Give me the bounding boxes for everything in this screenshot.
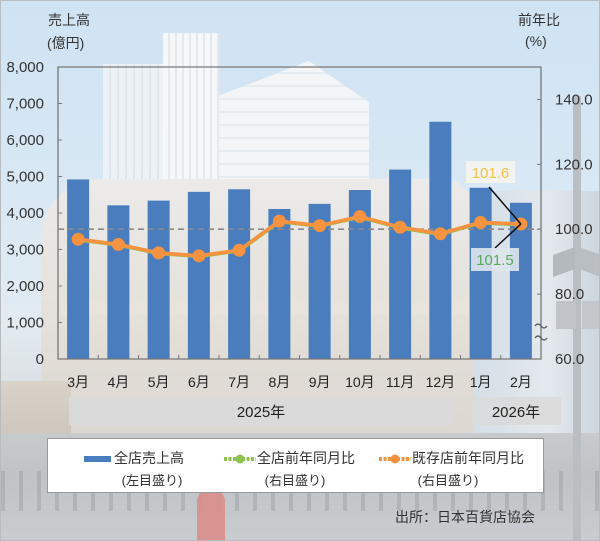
year-band-2026: 2026年 [471, 397, 561, 425]
left-axis-tick-label: 5,000 [6, 169, 44, 186]
line-marker [433, 227, 447, 241]
line-marker [71, 232, 85, 246]
left-axis-tick-label: 3,000 [6, 242, 44, 259]
line-marker [232, 243, 246, 257]
right-axis-tick-label: 60.0 [555, 351, 584, 368]
bar-5 [228, 189, 251, 359]
line-marker [152, 246, 166, 260]
month-label: 5月 [148, 374, 170, 390]
month-label: 3月 [67, 374, 89, 390]
background-lamp-head [556, 301, 576, 329]
legend: 全店売上高 (左目盛り) 全店前年同月比 (右目盛り) 既存店前年同月比 (右目… [47, 438, 544, 493]
annotation-leader-line [494, 223, 522, 249]
right-axis-tick-label: 120.0 [555, 156, 593, 173]
bar-3 [147, 200, 170, 359]
left-axis-tick-label: 8,000 [6, 59, 44, 76]
axis-break-icon [534, 323, 548, 329]
background-lamp-head [582, 301, 599, 329]
bar-6 [268, 208, 291, 359]
line-marker [111, 237, 125, 251]
month-label: 2月 [510, 374, 532, 390]
month-label: 1月 [470, 374, 492, 390]
background-lamp-post [573, 96, 581, 540]
month-label: 11月 [386, 374, 415, 390]
right-axis-tick-label: 140.0 [555, 91, 593, 108]
legend-label-total-yoy: 全店前年同月比 [257, 450, 355, 466]
bar-4 [187, 191, 210, 359]
month-label: 10月 [345, 374, 375, 390]
legend-sub-right-scale: (右目盛り) [417, 473, 479, 488]
legend-label-existing-yoy: 既存店前年同月比 [412, 450, 524, 466]
line-marker [313, 219, 327, 233]
year-band-2025: 2025年 [69, 397, 453, 425]
month-label: 8月 [268, 374, 290, 390]
month-label: 4月 [107, 374, 129, 390]
month-label: 12月 [426, 374, 456, 390]
annotation-existing-yoy: 101.6 [472, 165, 510, 182]
month-label: 9月 [309, 374, 331, 390]
line-marker [393, 220, 407, 234]
right-axis-tick-label: 80.0 [555, 286, 584, 303]
legend-line-marker-icon [379, 454, 411, 464]
bar-9 [389, 169, 412, 359]
source-note: 出所：日本百貨店協会 [395, 509, 535, 525]
right-axis-unit: (%) [525, 33, 547, 49]
legend-sub-left-scale: (左目盛り) [121, 473, 183, 488]
left-axis-tick-label: 0 [36, 351, 44, 368]
line-marker [272, 214, 286, 228]
plot-frame [57, 66, 542, 360]
month-label: 7月 [228, 374, 250, 390]
bar-7 [308, 203, 331, 359]
line-marker [474, 215, 488, 229]
line-marker [353, 210, 367, 224]
year-label: 2025年 [236, 403, 286, 421]
axis-break-icon [534, 335, 548, 341]
year-label: 2026年 [491, 403, 541, 421]
bar-10 [429, 121, 452, 359]
line-marker [192, 249, 206, 263]
line-series-2 [77, 214, 521, 258]
month-label: 6月 [188, 374, 210, 390]
legend-label-total-sales: 全店売上高 [114, 450, 184, 466]
legend-line-marker-icon [224, 454, 256, 464]
bar-12 [509, 202, 532, 359]
left-axis-tick-label: 6,000 [6, 132, 44, 149]
left-axis-tick-label: 2,000 [6, 278, 44, 295]
bar-2 [107, 205, 130, 359]
bar-11 [469, 187, 492, 359]
annotation-box [466, 161, 515, 183]
left-axis-tick-label: 7,000 [6, 96, 44, 113]
annotation-total-yoy: 101.5 [476, 252, 514, 269]
annotation-leader-line [488, 186, 522, 225]
left-axis-tick-label: 4,000 [6, 205, 44, 222]
annotation-box [471, 248, 519, 271]
legend-sub-right-scale: (右目盛り) [264, 473, 326, 488]
legend-bar-swatch-icon [84, 456, 111, 462]
right-axis-tick-label: 100.0 [555, 221, 593, 238]
left-axis-unit: (億円) [47, 35, 85, 51]
left-axis-title: 売上高 [48, 12, 90, 28]
background-walker-red-coat [197, 491, 225, 540]
right-axis-title: 前年比 [518, 12, 560, 28]
left-axis-tick-label: 1,000 [6, 315, 44, 332]
bar-1 [67, 179, 90, 359]
bar-8 [348, 190, 371, 359]
